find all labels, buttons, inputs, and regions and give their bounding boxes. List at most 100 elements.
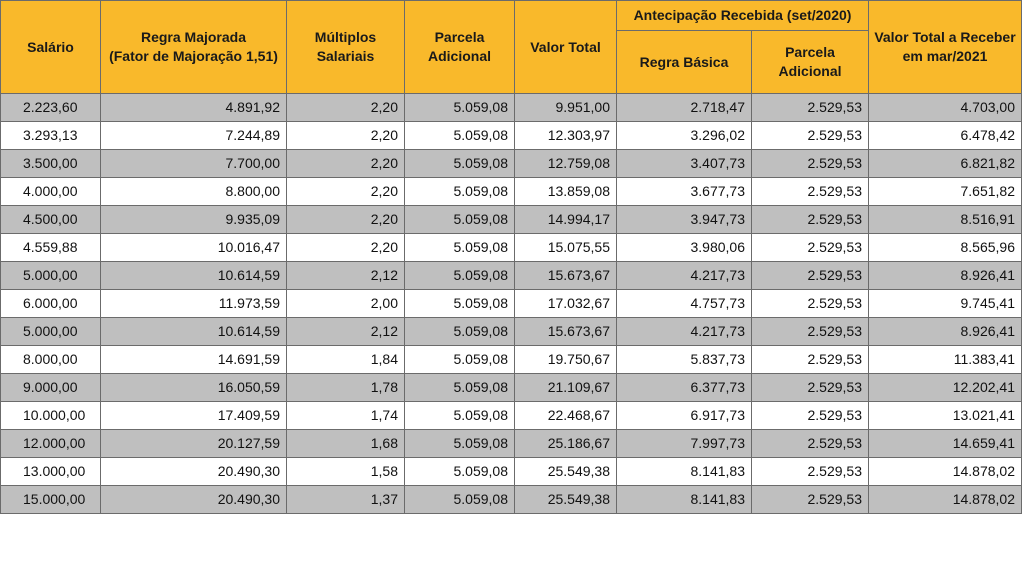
cell-multiplos-salariais: 1,84 (286, 345, 405, 374)
cell-valor-total-a-receber: 7.651,82 (868, 177, 1022, 206)
header-multiplos-salariais: Múltiplos Salariais (286, 0, 405, 94)
header-parcela-adicional: Parcela Adicional (404, 0, 515, 94)
cell-regra-basica: 3.980,06 (616, 233, 752, 262)
cell-salario: 4.559,88 (0, 233, 101, 262)
cell-parcela-adicional: 5.059,08 (404, 317, 515, 346)
cell-valor-total: 25.549,38 (514, 457, 617, 486)
header-salario: Salário (0, 0, 101, 94)
cell-salario: 5.000,00 (0, 261, 101, 290)
cell-antecipacao-parcela-adicional: 2.529,53 (751, 121, 869, 150)
cell-multiplos-salariais: 2,20 (286, 149, 405, 178)
cell-regra-majorada: 20.127,59 (100, 429, 287, 458)
cell-valor-total-a-receber: 8.565,96 (868, 233, 1022, 262)
cell-valor-total-a-receber: 4.703,00 (868, 93, 1022, 122)
cell-multiplos-salariais: 2,20 (286, 177, 405, 206)
cell-parcela-adicional: 5.059,08 (404, 345, 515, 374)
cell-regra-basica: 4.757,73 (616, 289, 752, 318)
header-antecipacao-recebida: Antecipação Recebida (set/2020) (616, 0, 869, 32)
table-row: 4.000,00 8.800,00 2,20 5.059,08 13.859,08 3.6… (0, 177, 1022, 206)
table-row: 4.559,88 10.016,47 2,20 5.059,08 15.075,55 3.… (0, 233, 1022, 262)
table-row: 3.500,00 7.700,00 2,20 5.059,08 12.759,08 3.4… (0, 149, 1022, 178)
cell-valor-total: 15.673,67 (514, 317, 617, 346)
cell-valor-total-a-receber: 14.659,41 (868, 429, 1022, 458)
cell-antecipacao-parcela-adicional: 2.529,53 (751, 457, 869, 486)
cell-multiplos-salariais: 1,78 (286, 373, 405, 402)
cell-antecipacao-parcela-adicional: 2.529,53 (751, 373, 869, 402)
table-row: 9.000,00 16.050,59 1,78 5.059,08 21.109,67 6.… (0, 373, 1022, 402)
cell-regra-basica: 3.296,02 (616, 121, 752, 150)
cell-valor-total-a-receber: 6.821,82 (868, 149, 1022, 178)
header-regra-majorada: Regra Majorada (Fator de Majoração 1,51) (100, 0, 287, 94)
cell-salario: 4.500,00 (0, 205, 101, 234)
cell-regra-majorada: 4.891,92 (100, 93, 287, 122)
header-valor-total: Valor Total (514, 0, 617, 94)
cell-valor-total-a-receber: 8.926,41 (868, 261, 1022, 290)
cell-multiplos-salariais: 2,12 (286, 317, 405, 346)
cell-antecipacao-parcela-adicional: 2.529,53 (751, 289, 869, 318)
cell-parcela-adicional: 5.059,08 (404, 149, 515, 178)
header-regra-basica: Regra Básica (616, 30, 752, 94)
cell-valor-total: 15.673,67 (514, 261, 617, 290)
cell-valor-total: 22.468,67 (514, 401, 617, 430)
cell-regra-basica: 6.377,73 (616, 373, 752, 402)
cell-regra-basica: 3.407,73 (616, 149, 752, 178)
table-row: 2.223,60 4.891,92 2,20 5.059,08 9.951,00 2.71… (0, 93, 1022, 122)
cell-parcela-adicional: 5.059,08 (404, 373, 515, 402)
cell-multiplos-salariais: 2,20 (286, 233, 405, 262)
table-row: 6.000,00 11.973,59 2,00 5.059,08 17.032,67 4.… (0, 289, 1022, 318)
cell-antecipacao-parcela-adicional: 2.529,53 (751, 233, 869, 262)
header-valor-total-a-receber: Valor Total a Receber em mar/2021 (868, 0, 1022, 94)
cell-multiplos-salariais: 1,37 (286, 485, 405, 514)
cell-antecipacao-parcela-adicional: 2.529,53 (751, 149, 869, 178)
cell-regra-majorada: 16.050,59 (100, 373, 287, 402)
cell-antecipacao-parcela-adicional: 2.529,53 (751, 205, 869, 234)
table-row: 8.000,00 14.691,59 1,84 5.059,08 19.750,67 5.… (0, 345, 1022, 374)
cell-valor-total: 13.859,08 (514, 177, 617, 206)
table-row: 15.000,00 20.490,30 1,37 5.059,08 25.549,38 8… (0, 485, 1022, 514)
table-row: 12.000,00 20.127,59 1,68 5.059,08 25.186,67 7… (0, 429, 1022, 458)
cell-valor-total-a-receber: 8.516,91 (868, 205, 1022, 234)
cell-salario: 12.000,00 (0, 429, 101, 458)
cell-antecipacao-parcela-adicional: 2.529,53 (751, 177, 869, 206)
cell-salario: 13.000,00 (0, 457, 101, 486)
cell-regra-majorada: 10.614,59 (100, 317, 287, 346)
cell-multiplos-salariais: 2,20 (286, 205, 405, 234)
cell-valor-total: 21.109,67 (514, 373, 617, 402)
table-row: 4.500,00 9.935,09 2,20 5.059,08 14.994,17 3.9… (0, 205, 1022, 234)
cell-valor-total: 17.032,67 (514, 289, 617, 318)
cell-valor-total: 25.186,67 (514, 429, 617, 458)
salary-table: Salário Regra Majorada (Fator de Majoraç… (0, 0, 1022, 514)
cell-regra-majorada: 10.016,47 (100, 233, 287, 262)
cell-antecipacao-parcela-adicional: 2.529,53 (751, 485, 869, 514)
cell-parcela-adicional: 5.059,08 (404, 289, 515, 318)
cell-regra-basica: 3.947,73 (616, 205, 752, 234)
cell-valor-total: 19.750,67 (514, 345, 617, 374)
cell-valor-total-a-receber: 11.383,41 (868, 345, 1022, 374)
cell-regra-majorada: 10.614,59 (100, 261, 287, 290)
cell-salario: 6.000,00 (0, 289, 101, 318)
cell-valor-total-a-receber: 12.202,41 (868, 373, 1022, 402)
cell-antecipacao-parcela-adicional: 2.529,53 (751, 429, 869, 458)
cell-parcela-adicional: 5.059,08 (404, 93, 515, 122)
cell-valor-total: 15.075,55 (514, 233, 617, 262)
cell-regra-majorada: 7.700,00 (100, 149, 287, 178)
cell-multiplos-salariais: 2,12 (286, 261, 405, 290)
cell-parcela-adicional: 5.059,08 (404, 121, 515, 150)
cell-valor-total: 12.303,97 (514, 121, 617, 150)
cell-salario: 4.000,00 (0, 177, 101, 206)
cell-valor-total: 9.951,00 (514, 93, 617, 122)
cell-regra-majorada: 20.490,30 (100, 485, 287, 514)
cell-multiplos-salariais: 2,20 (286, 121, 405, 150)
cell-regra-basica: 3.677,73 (616, 177, 752, 206)
cell-regra-basica: 8.141,83 (616, 485, 752, 514)
cell-regra-basica: 2.718,47 (616, 93, 752, 122)
cell-regra-majorada: 9.935,09 (100, 205, 287, 234)
cell-salario: 3.293,13 (0, 121, 101, 150)
cell-valor-total: 25.549,38 (514, 485, 617, 514)
cell-antecipacao-parcela-adicional: 2.529,53 (751, 261, 869, 290)
cell-regra-basica: 4.217,73 (616, 317, 752, 346)
cell-parcela-adicional: 5.059,08 (404, 233, 515, 262)
cell-antecipacao-parcela-adicional: 2.529,53 (751, 317, 869, 346)
cell-regra-basica: 5.837,73 (616, 345, 752, 374)
cell-regra-basica: 7.997,73 (616, 429, 752, 458)
